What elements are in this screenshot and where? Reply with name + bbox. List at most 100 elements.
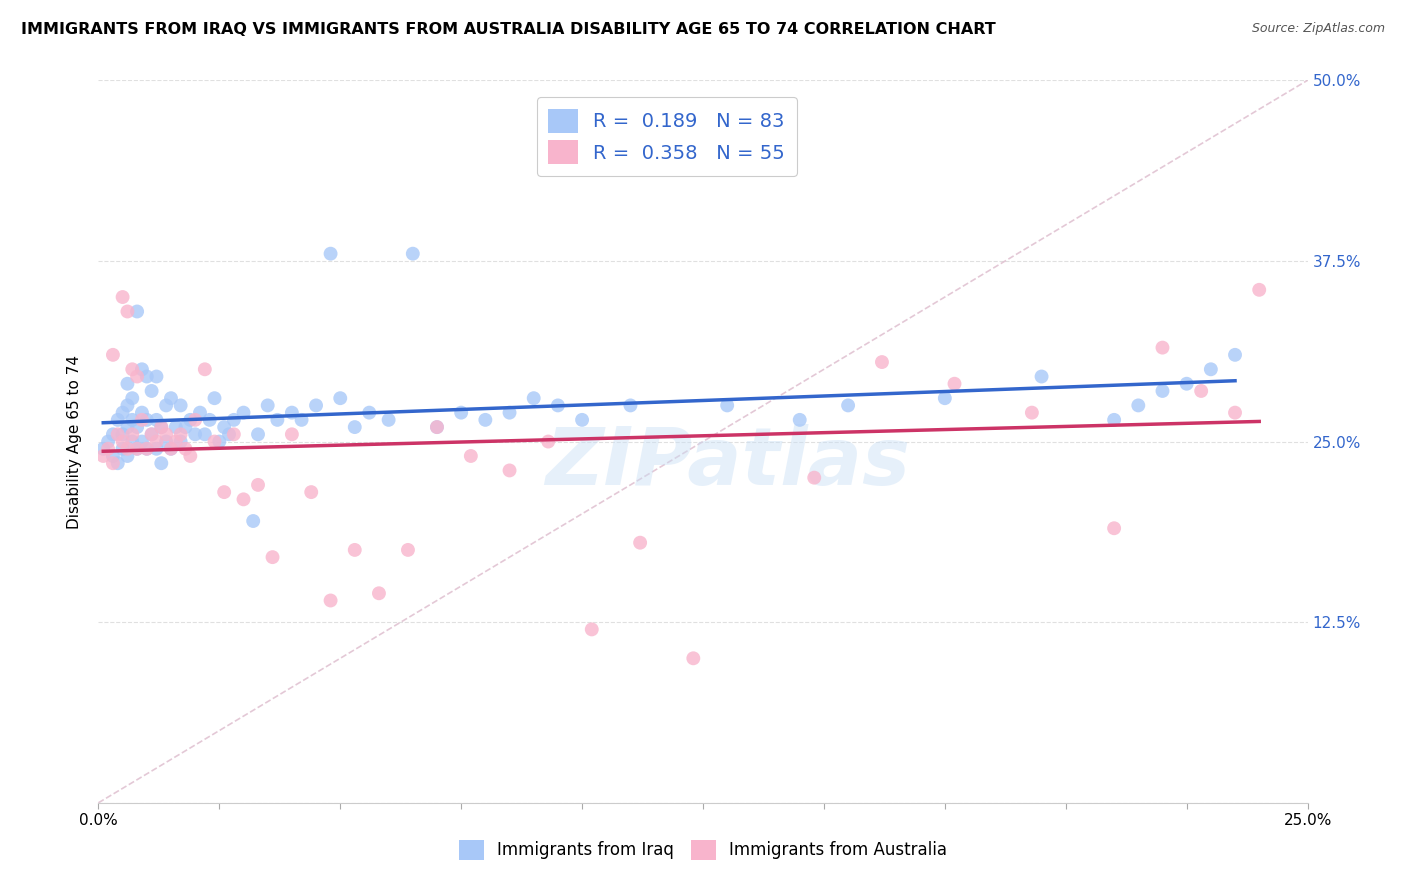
Point	[117, 398, 139, 412]
Point	[368, 586, 391, 600]
Point	[1031, 369, 1053, 384]
Point	[121, 427, 143, 442]
Point	[150, 456, 173, 470]
Point	[160, 442, 183, 456]
Point	[1152, 341, 1174, 355]
Point	[212, 485, 235, 500]
Point	[194, 362, 217, 376]
Point	[150, 420, 173, 434]
Point	[107, 413, 129, 427]
Point	[1223, 406, 1246, 420]
Point	[426, 420, 449, 434]
Point	[174, 420, 197, 434]
Point	[319, 593, 342, 607]
Point	[107, 456, 129, 470]
Point	[165, 420, 187, 434]
Point	[91, 449, 114, 463]
Point	[135, 442, 157, 456]
Point	[198, 413, 221, 427]
Point	[1102, 521, 1125, 535]
Point	[135, 442, 157, 456]
Point	[145, 434, 167, 449]
Point	[943, 376, 966, 391]
Point	[165, 434, 187, 449]
Point	[204, 391, 226, 405]
Point	[498, 463, 520, 477]
Point	[169, 434, 191, 449]
Point	[281, 427, 304, 442]
Point	[343, 420, 366, 434]
Point	[450, 406, 472, 420]
Point	[121, 434, 143, 449]
Point	[145, 413, 167, 427]
Point	[127, 420, 149, 434]
Point	[121, 413, 143, 427]
Point	[1189, 384, 1212, 398]
Point	[628, 535, 651, 549]
Point	[135, 413, 157, 427]
Point	[716, 398, 738, 412]
Point	[1249, 283, 1271, 297]
Point	[204, 434, 226, 449]
Point	[188, 406, 211, 420]
Point	[262, 550, 284, 565]
Point	[107, 427, 129, 442]
Point	[266, 413, 288, 427]
Point	[803, 470, 825, 484]
Point	[1128, 398, 1150, 412]
Point	[117, 442, 139, 456]
Point	[460, 449, 482, 463]
Point	[1199, 362, 1222, 376]
Point	[426, 420, 449, 434]
Point	[194, 427, 217, 442]
Point	[179, 449, 201, 463]
Point	[131, 434, 153, 449]
Point	[232, 406, 254, 420]
Point	[222, 427, 245, 442]
Point	[290, 413, 312, 427]
Point	[101, 449, 124, 463]
Point	[127, 369, 149, 384]
Point	[117, 420, 139, 434]
Point	[150, 420, 173, 434]
Point	[135, 369, 157, 384]
Point	[547, 398, 569, 412]
Point	[91, 442, 114, 456]
Point	[160, 391, 183, 405]
Point	[1152, 384, 1174, 398]
Point	[160, 442, 183, 456]
Point	[359, 406, 381, 420]
Point	[319, 246, 342, 260]
Point	[581, 623, 603, 637]
Point	[1021, 406, 1043, 420]
Point	[396, 542, 419, 557]
Point	[218, 427, 240, 442]
Point	[789, 413, 811, 427]
Point	[247, 427, 270, 442]
Point	[127, 442, 149, 456]
Point	[1102, 413, 1125, 427]
Point	[179, 413, 201, 427]
Point	[329, 391, 352, 405]
Text: ZIPatlas: ZIPatlas	[544, 425, 910, 502]
Point	[127, 304, 149, 318]
Point	[145, 369, 167, 384]
Point	[111, 442, 134, 456]
Point	[101, 348, 124, 362]
Point	[256, 398, 278, 412]
Point	[247, 478, 270, 492]
Point	[208, 434, 231, 449]
Point	[127, 442, 149, 456]
Point	[1223, 348, 1246, 362]
Point	[121, 362, 143, 376]
Point	[101, 427, 124, 442]
Point	[121, 391, 143, 405]
Point	[111, 290, 134, 304]
Point	[837, 398, 859, 412]
Point	[537, 434, 560, 449]
Text: IMMIGRANTS FROM IRAQ VS IMMIGRANTS FROM AUSTRALIA DISABILITY AGE 65 TO 74 CORREL: IMMIGRANTS FROM IRAQ VS IMMIGRANTS FROM …	[21, 22, 995, 37]
Point	[934, 391, 956, 405]
Point	[682, 651, 704, 665]
Point	[111, 406, 134, 420]
Point	[184, 427, 207, 442]
